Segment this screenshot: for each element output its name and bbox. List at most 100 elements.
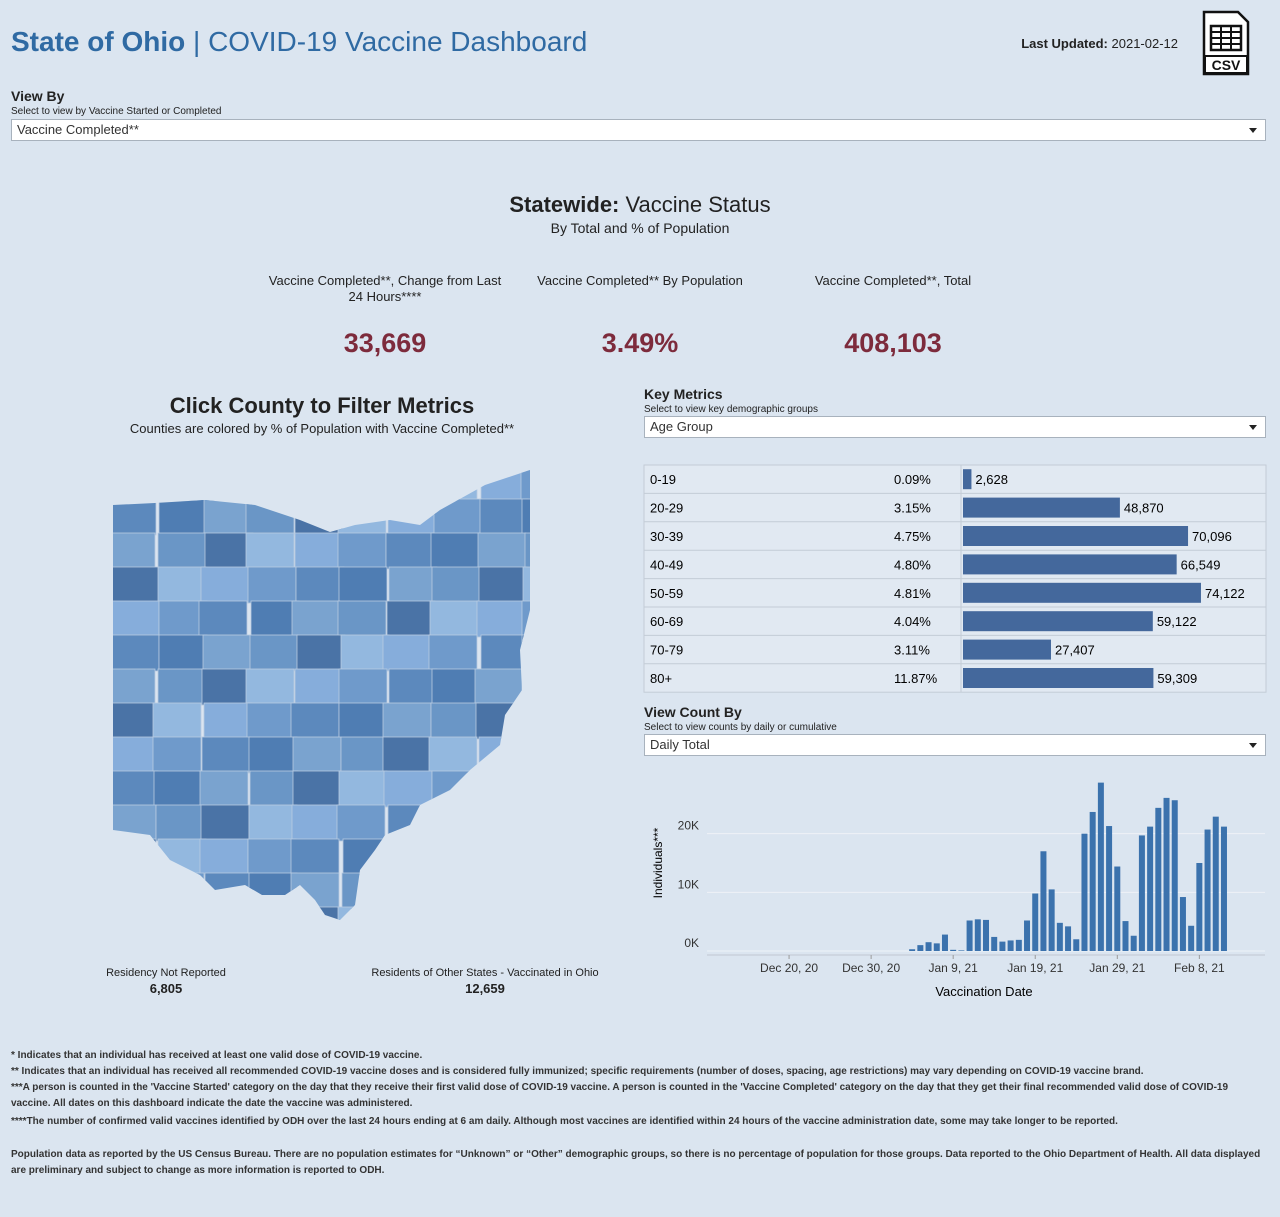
county[interactable] [108, 498, 157, 536]
county[interactable] [291, 906, 341, 940]
county[interactable] [248, 736, 298, 774]
county[interactable] [477, 906, 527, 940]
county[interactable] [337, 600, 387, 638]
county[interactable] [524, 804, 573, 842]
county[interactable] [108, 804, 157, 842]
county[interactable] [201, 736, 251, 774]
county[interactable] [249, 465, 299, 502]
county[interactable] [385, 838, 435, 876]
county[interactable] [200, 566, 250, 604]
county[interactable] [249, 770, 299, 808]
county[interactable] [248, 872, 298, 910]
county[interactable] [201, 668, 251, 706]
county[interactable] [478, 566, 528, 604]
county[interactable] [388, 566, 438, 604]
county[interactable] [431, 668, 481, 706]
county[interactable] [338, 702, 388, 740]
county[interactable] [342, 838, 392, 876]
county[interactable] [158, 498, 208, 536]
county[interactable] [157, 838, 207, 876]
county[interactable] [290, 872, 340, 910]
county[interactable] [107, 702, 156, 740]
county[interactable] [296, 634, 346, 672]
county[interactable] [428, 465, 478, 502]
county[interactable] [479, 872, 529, 910]
county[interactable] [245, 668, 295, 706]
county[interactable] [153, 906, 203, 940]
county[interactable] [388, 906, 438, 940]
county[interactable] [108, 838, 157, 876]
county[interactable] [521, 702, 570, 740]
county[interactable] [430, 532, 480, 570]
county[interactable] [521, 498, 570, 536]
county[interactable] [340, 634, 390, 672]
county[interactable] [152, 736, 202, 774]
county[interactable] [521, 668, 570, 706]
csv-download[interactable]: CSV [1200, 10, 1252, 78]
county[interactable] [337, 498, 387, 536]
county[interactable] [202, 634, 252, 672]
county[interactable] [520, 465, 569, 502]
county[interactable] [153, 770, 203, 808]
county[interactable] [428, 634, 478, 672]
county[interactable] [382, 634, 432, 672]
county[interactable] [157, 532, 207, 570]
county[interactable] [479, 804, 529, 842]
county[interactable] [526, 736, 575, 774]
county[interactable] [428, 736, 478, 774]
county[interactable] [245, 532, 295, 570]
counties[interactable] [107, 465, 575, 940]
county[interactable] [247, 838, 297, 876]
county[interactable] [110, 465, 159, 502]
county[interactable] [155, 872, 205, 910]
county[interactable] [382, 702, 432, 740]
county[interactable] [526, 872, 575, 910]
county[interactable] [387, 498, 437, 536]
county[interactable] [338, 566, 388, 604]
county[interactable] [157, 566, 207, 604]
county[interactable] [204, 532, 254, 570]
county[interactable] [111, 600, 160, 638]
county[interactable] [155, 804, 205, 842]
county[interactable] [107, 532, 156, 570]
county[interactable] [521, 634, 570, 672]
county[interactable] [248, 804, 298, 842]
county[interactable] [249, 634, 299, 672]
county[interactable] [107, 668, 156, 706]
county[interactable] [292, 465, 342, 502]
county[interactable] [434, 804, 484, 842]
county[interactable] [383, 872, 433, 910]
county[interactable] [295, 566, 345, 604]
county[interactable] [157, 465, 207, 502]
county[interactable] [203, 498, 253, 536]
county[interactable] [522, 566, 571, 604]
county[interactable] [292, 736, 342, 774]
county[interactable] [474, 668, 524, 706]
county[interactable] [340, 736, 390, 774]
county[interactable] [388, 668, 438, 706]
county[interactable] [478, 736, 528, 774]
county[interactable] [429, 600, 479, 638]
county[interactable] [478, 770, 528, 808]
county[interactable] [110, 770, 159, 808]
county[interactable] [111, 736, 160, 774]
county[interactable] [385, 532, 435, 570]
county[interactable] [526, 906, 575, 940]
county[interactable] [524, 532, 573, 570]
county[interactable] [199, 770, 249, 808]
county[interactable] [477, 532, 527, 570]
county[interactable] [429, 872, 479, 910]
county[interactable] [433, 838, 483, 876]
county[interactable] [110, 872, 159, 910]
county[interactable] [198, 600, 248, 638]
county[interactable] [479, 498, 529, 536]
view-count-dropdown[interactable]: Daily Total [644, 734, 1266, 756]
county[interactable] [477, 838, 527, 876]
county[interactable] [383, 770, 433, 808]
county[interactable] [340, 465, 390, 502]
county[interactable] [386, 600, 436, 638]
county[interactable] [290, 702, 340, 740]
county[interactable] [431, 566, 481, 604]
county[interactable] [475, 702, 525, 740]
view-by-dropdown[interactable]: Vaccine Completed** [11, 119, 1266, 141]
